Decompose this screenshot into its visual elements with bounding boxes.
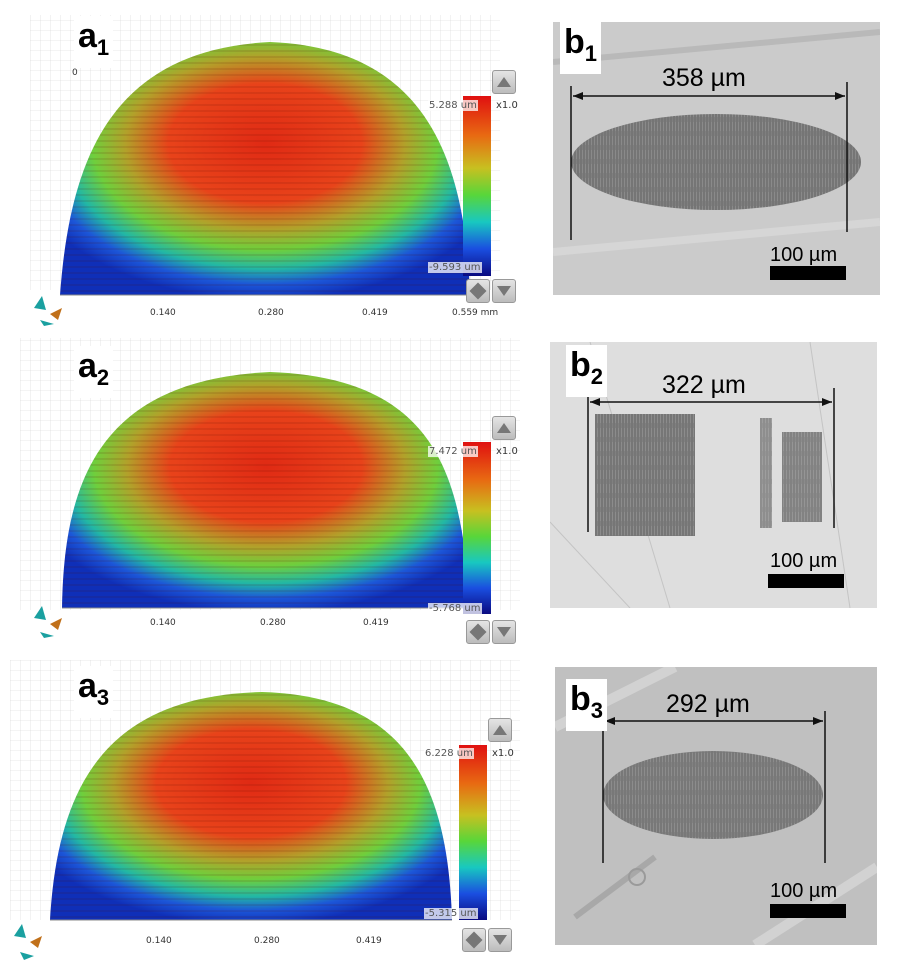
scale-min-label: -5.768 um: [428, 603, 482, 614]
scalebar-label-b3: 100 µm: [770, 880, 838, 902]
color-scale-bar-a3: [459, 745, 487, 920]
panel-label-b2: b2: [566, 345, 608, 397]
up-arrow-button[interactable]: [492, 70, 516, 94]
width-measurement-b3: 292 µm: [666, 690, 750, 718]
panel-a2: a2 7.472 um -5.768 um x1.0 0.140 0.280 0…: [0, 330, 540, 650]
down-arrow-button[interactable]: [488, 928, 512, 952]
up-arrow-icon: [497, 423, 511, 433]
scale-min-label: -9.593 um: [428, 262, 482, 273]
micrograph-b1: [553, 22, 880, 295]
x-tick: 0.419: [363, 618, 389, 628]
color-scale-bar-a1: [463, 96, 491, 276]
reset-view-button[interactable]: [462, 928, 486, 952]
axis-orientation-icon: [34, 296, 62, 326]
down-arrow-icon: [497, 627, 511, 637]
surface-plot-a3: [10, 660, 520, 921]
x-tick: 0.140: [146, 936, 172, 946]
scale-multiplier: x1.0: [496, 100, 518, 111]
panel-label-b1: b1: [560, 22, 602, 74]
axis-orientation-icon: [34, 606, 62, 638]
reset-view-button[interactable]: [466, 620, 490, 644]
reset-view-button[interactable]: [466, 279, 490, 303]
micrograph-b3: [555, 667, 877, 945]
panel-a1: a1 0 5.288 um -9.593 um x1.0 0.140 0.280…: [0, 0, 540, 330]
panel-label-a2: a2: [74, 346, 114, 398]
width-measurement-b2: 322 µm: [662, 371, 746, 399]
x-tick: 0.280: [254, 936, 280, 946]
panel-label-b3: b3: [566, 679, 608, 731]
reset-view-icon: [469, 623, 487, 641]
axis-orientation-icon: [14, 924, 42, 960]
x-tick: 0.140: [150, 308, 176, 318]
micrograph-b2: [550, 342, 877, 608]
x-tick: 0.559 mm: [452, 308, 499, 318]
up-arrow-button[interactable]: [488, 718, 512, 742]
color-scale-bar-a2: [463, 442, 491, 614]
panel-label-a3: a3: [74, 666, 114, 718]
scalebar-label-b1: 100 µm: [770, 244, 838, 266]
down-arrow-button[interactable]: [492, 279, 516, 303]
scale-max-label: 5.288 um: [428, 100, 478, 111]
down-arrow-icon: [493, 935, 507, 945]
panel-a3: a3 6.228 um -5.315 um x1.0 0.140 0.280 0…: [0, 650, 540, 968]
reset-view-icon: [465, 931, 483, 949]
x-tick: 0.280: [260, 618, 286, 628]
up-arrow-button[interactable]: [492, 416, 516, 440]
panel-label-a1: a1: [74, 16, 114, 68]
scale-max-label: 6.228 um: [424, 748, 474, 759]
scalebar-label-b2: 100 µm: [770, 550, 838, 572]
scalebar-b3: [770, 904, 846, 918]
x-tick: 0.419: [356, 936, 382, 946]
reset-view-icon: [469, 282, 487, 300]
up-arrow-icon: [493, 725, 507, 735]
x-tick: 0.140: [150, 618, 176, 628]
scale-min-label: -5.315 um: [424, 908, 478, 919]
scalebar-b2: [768, 574, 844, 588]
surface-plot-a2: [20, 338, 520, 610]
up-arrow-icon: [497, 77, 511, 87]
scalebar-b1: [770, 266, 846, 280]
width-measurement-b1: 358 µm: [662, 64, 746, 92]
down-arrow-button[interactable]: [492, 620, 516, 644]
down-arrow-icon: [497, 286, 511, 296]
x-tick: 0.419: [362, 308, 388, 318]
surface-plot-a1: [0, 15, 540, 320]
scale-max-label: 7.472 um: [428, 446, 478, 457]
scale-multiplier: x1.0: [496, 446, 518, 457]
axis-corner-tick: 0: [72, 68, 78, 78]
scale-multiplier: x1.0: [492, 748, 514, 759]
x-tick: 0.280: [258, 308, 284, 318]
